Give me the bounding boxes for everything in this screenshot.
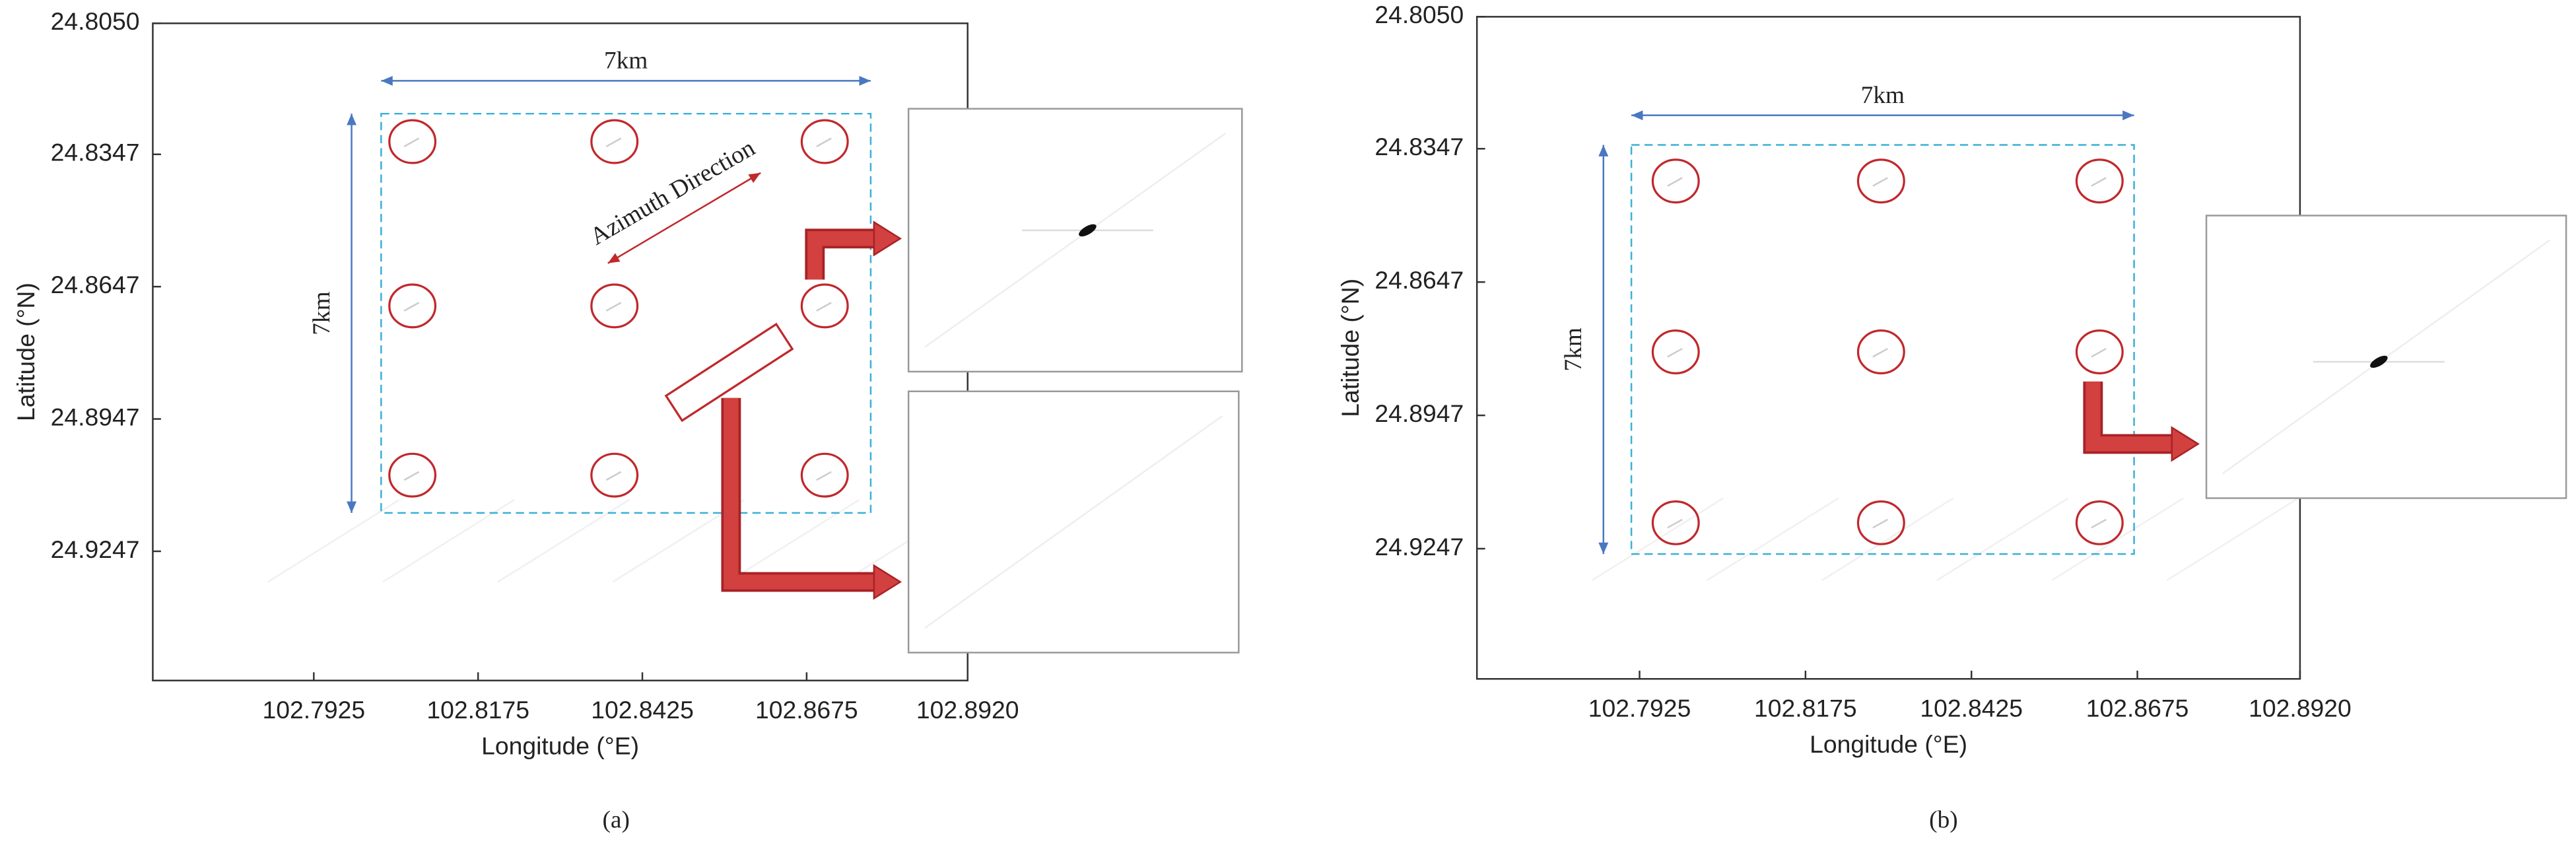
target-circle	[1856, 329, 1905, 374]
y-tick-label: 24.8947	[51, 403, 140, 430]
speckle	[1591, 497, 1724, 581]
panel: 102.7925 102.8175 102.8425 102.8675 102.8920…	[12, 7, 1243, 833]
speckle	[1936, 497, 2069, 581]
target-circle	[1651, 329, 1700, 374]
point-target	[2091, 518, 2107, 529]
target-circle	[2075, 329, 2124, 374]
target-circle	[388, 452, 437, 498]
width-label: 7km	[604, 48, 648, 75]
speckle	[1706, 497, 1839, 581]
pointer-head	[873, 221, 902, 257]
x-tick-label: 102.8425	[591, 696, 694, 724]
point-target	[403, 471, 420, 481]
speckle	[497, 498, 630, 583]
point-target	[1667, 518, 1683, 529]
selection-box	[664, 322, 794, 423]
pointer-head	[2171, 426, 2200, 462]
height-label: 7km	[1560, 327, 1587, 371]
inset-streak	[924, 133, 1227, 348]
y-axis-label: Latitude (°N)	[12, 283, 40, 421]
target-circle	[1856, 500, 1905, 545]
y-tick-label: 24.8647	[1374, 266, 1464, 294]
target-circle	[590, 452, 639, 498]
caption: (b)	[1929, 806, 1958, 833]
scene-box	[1630, 144, 2135, 555]
x-axis-label: Longitude (°E)	[1810, 730, 1967, 758]
x-tick-label: 102.8175	[426, 696, 529, 724]
x-tick-label: 102.7925	[1588, 694, 1691, 722]
target-circle	[388, 119, 437, 164]
y-tick-label: 24.9247	[1374, 533, 1464, 561]
point-target	[816, 302, 832, 312]
x-tick-label: 102.8175	[1754, 694, 1857, 722]
y-tick-label: 24.8050	[51, 7, 140, 35]
target-circle	[1651, 500, 1700, 545]
speckle	[2051, 497, 2184, 581]
speckle	[1821, 497, 1954, 581]
x-tick-label: 102.8920	[2249, 694, 2352, 722]
x-tick-label: 102.8425	[1920, 694, 2023, 722]
target-circle	[800, 283, 849, 329]
point-target	[1872, 177, 1888, 187]
azimuth-arrow	[607, 172, 761, 264]
y-tick-label: 24.8347	[1374, 133, 1464, 160]
point-target	[816, 137, 832, 148]
target-circle	[388, 283, 437, 329]
point-target	[605, 471, 622, 481]
inset-peak	[2370, 355, 2388, 368]
height-label: 7km	[308, 291, 335, 335]
pointer-arrow	[2085, 381, 2172, 452]
inset-peak	[1079, 224, 1097, 237]
y-tick-label: 24.8050	[1374, 1, 1464, 28]
point-target	[605, 302, 622, 312]
point-target	[605, 137, 622, 148]
target-circle	[1856, 158, 1905, 204]
pointer-arrow	[724, 397, 874, 590]
y-tick-label: 24.8947	[1374, 399, 1464, 427]
speckle	[2166, 497, 2299, 581]
y-axis-label: Latitude (°N)	[1336, 279, 1364, 417]
point-target	[2091, 177, 2107, 187]
inset-streak	[924, 415, 1223, 629]
target-circle	[2075, 500, 2124, 545]
speckle	[267, 498, 400, 583]
point-target	[1667, 347, 1683, 358]
target-circle	[590, 283, 639, 329]
point-target	[403, 302, 420, 312]
point-target	[1667, 177, 1683, 187]
caption: (a)	[602, 806, 629, 833]
y-tick-label: 24.8347	[51, 139, 140, 166]
x-tick-label: 102.8675	[755, 696, 858, 724]
pointer-head	[873, 564, 902, 600]
point-target	[403, 137, 420, 148]
x-tick-label: 102.7925	[262, 696, 365, 724]
point-target	[1872, 347, 1888, 358]
x-tick-label: 102.8920	[916, 696, 1019, 724]
scene-box	[380, 112, 872, 514]
x-axis-label: Longitude (°E)	[481, 732, 639, 760]
x-tick-label: 102.8675	[2086, 694, 2189, 722]
plot-area	[1475, 16, 2301, 680]
point-target	[2091, 347, 2107, 358]
width-label: 7km	[1861, 82, 1905, 109]
target-circle	[590, 119, 639, 164]
plot-area	[152, 22, 968, 681]
target-circle	[2075, 158, 2124, 204]
point-target	[816, 471, 832, 481]
pointer-arrow	[807, 231, 874, 280]
target-circle	[800, 452, 849, 498]
panel: 102.7925 102.8175 102.8425 102.8675 102.8920…	[1336, 1, 2567, 833]
target-circle	[1651, 158, 1700, 204]
point-target	[1872, 518, 1888, 529]
y-tick-label: 24.8647	[51, 271, 140, 298]
y-tick-label: 24.9247	[51, 535, 140, 563]
target-circle	[800, 119, 849, 164]
